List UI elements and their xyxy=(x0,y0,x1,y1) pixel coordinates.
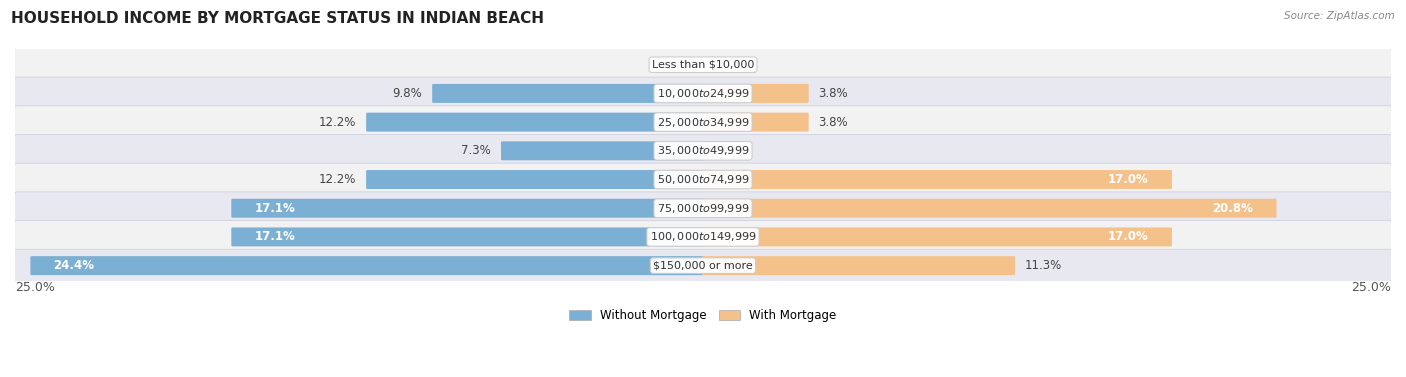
Text: Less than $10,000: Less than $10,000 xyxy=(652,60,754,70)
Text: 12.2%: 12.2% xyxy=(319,116,356,129)
Text: 25.0%: 25.0% xyxy=(1351,281,1391,294)
Text: 24.4%: 24.4% xyxy=(53,259,94,272)
Text: $75,000 to $99,999: $75,000 to $99,999 xyxy=(657,202,749,215)
Text: 12.2%: 12.2% xyxy=(319,173,356,186)
FancyBboxPatch shape xyxy=(14,192,1392,225)
Text: 17.0%: 17.0% xyxy=(1108,230,1149,244)
Legend: Without Mortgage, With Mortgage: Without Mortgage, With Mortgage xyxy=(565,304,841,326)
Text: 0.0%: 0.0% xyxy=(717,144,747,157)
FancyBboxPatch shape xyxy=(14,249,1392,282)
Text: 9.8%: 9.8% xyxy=(392,87,422,100)
FancyBboxPatch shape xyxy=(14,221,1392,253)
Text: Source: ZipAtlas.com: Source: ZipAtlas.com xyxy=(1284,11,1395,21)
FancyBboxPatch shape xyxy=(14,48,1392,81)
Text: 0.0%: 0.0% xyxy=(659,58,689,71)
Text: 3.8%: 3.8% xyxy=(818,87,848,100)
FancyBboxPatch shape xyxy=(702,113,808,132)
Text: 0.0%: 0.0% xyxy=(717,58,747,71)
Text: $25,000 to $34,999: $25,000 to $34,999 xyxy=(657,116,749,129)
Text: 17.0%: 17.0% xyxy=(1108,173,1149,186)
Text: 17.1%: 17.1% xyxy=(254,202,295,215)
Text: 25.0%: 25.0% xyxy=(15,281,55,294)
Text: 3.8%: 3.8% xyxy=(818,116,848,129)
FancyBboxPatch shape xyxy=(366,113,704,132)
FancyBboxPatch shape xyxy=(366,170,704,189)
FancyBboxPatch shape xyxy=(14,135,1392,167)
FancyBboxPatch shape xyxy=(14,77,1392,110)
Text: $100,000 to $149,999: $100,000 to $149,999 xyxy=(650,230,756,244)
FancyBboxPatch shape xyxy=(14,163,1392,196)
FancyBboxPatch shape xyxy=(702,256,1015,275)
FancyBboxPatch shape xyxy=(31,256,704,275)
Text: 17.1%: 17.1% xyxy=(254,230,295,244)
Text: 20.8%: 20.8% xyxy=(1212,202,1253,215)
FancyBboxPatch shape xyxy=(232,199,704,218)
Text: 11.3%: 11.3% xyxy=(1025,259,1063,272)
FancyBboxPatch shape xyxy=(232,227,704,247)
Text: $10,000 to $24,999: $10,000 to $24,999 xyxy=(657,87,749,100)
FancyBboxPatch shape xyxy=(702,170,1173,189)
Text: $35,000 to $49,999: $35,000 to $49,999 xyxy=(657,144,749,157)
FancyBboxPatch shape xyxy=(702,199,1277,218)
FancyBboxPatch shape xyxy=(14,106,1392,138)
FancyBboxPatch shape xyxy=(501,141,704,160)
Text: $150,000 or more: $150,000 or more xyxy=(654,261,752,271)
Text: 7.3%: 7.3% xyxy=(461,144,491,157)
Text: $50,000 to $74,999: $50,000 to $74,999 xyxy=(657,173,749,186)
FancyBboxPatch shape xyxy=(702,227,1173,247)
FancyBboxPatch shape xyxy=(702,84,808,103)
Text: HOUSEHOLD INCOME BY MORTGAGE STATUS IN INDIAN BEACH: HOUSEHOLD INCOME BY MORTGAGE STATUS IN I… xyxy=(11,11,544,26)
FancyBboxPatch shape xyxy=(432,84,704,103)
